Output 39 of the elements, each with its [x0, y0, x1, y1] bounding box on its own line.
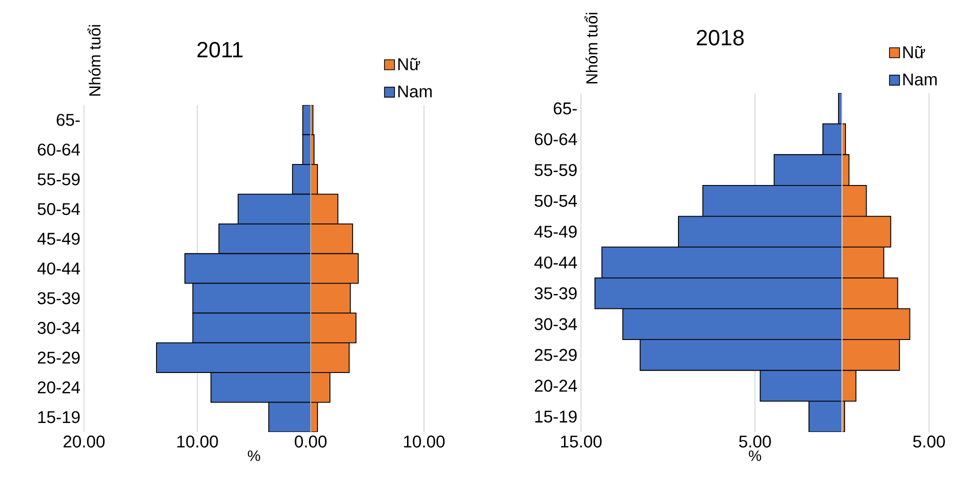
- y-tick-label: 60-64: [38, 144, 80, 156]
- x-tick-label: 15.00: [561, 436, 602, 448]
- y-tick-label: 15-19: [535, 410, 577, 423]
- x-tick-label: 0.00: [294, 436, 327, 448]
- y-tick-label: 25-29: [534, 348, 577, 361]
- y-tick-label: 15-19: [38, 411, 80, 424]
- y-tick-label: 50-54: [534, 194, 577, 207]
- legend-label: Nam: [398, 86, 432, 98]
- y-tick-label: 30-34: [534, 318, 577, 330]
- legend-label: Nữ: [398, 58, 420, 70]
- x-axis-title: %: [748, 450, 762, 461]
- y-tick-label: 65-: [554, 102, 577, 114]
- y-tick-label: 30-34: [38, 322, 80, 334]
- x-axis-title: %: [248, 450, 260, 461]
- y-tick-label: 55-59: [38, 173, 80, 186]
- y-tick-label: 25-29: [38, 352, 80, 364]
- y-tick-label: 20-24: [534, 380, 577, 392]
- y-tick-label: 50-54: [38, 203, 80, 216]
- x-tick-label: 20.00: [64, 436, 105, 448]
- y-tick-label: 20-24: [38, 381, 80, 394]
- x-tick-label: 5.00: [739, 436, 771, 448]
- chart-title: 2018: [696, 30, 744, 46]
- x-tick-label: 10.00: [177, 436, 218, 448]
- x-tick-label: 5.00: [913, 436, 945, 448]
- legend-label: Nam: [903, 74, 937, 86]
- y-tick-label: 35-39: [38, 292, 80, 304]
- y-tick-label: 65-: [56, 114, 80, 126]
- y-axis-title: Nhóm tuổi: [87, 25, 101, 96]
- chart-title: 2011: [197, 42, 243, 58]
- y-tick-label: 45-49: [534, 226, 577, 238]
- y-tick-label: 55-59: [534, 164, 577, 176]
- y-tick-label: 40-44: [37, 262, 80, 275]
- x-tick-label: 10.00: [404, 436, 445, 448]
- y-axis-title: Nhóm tuổi: [584, 12, 598, 84]
- y-tick-label: 35-39: [534, 287, 577, 300]
- y-tick-label: 60-64: [534, 133, 577, 146]
- legend-label: Nữ: [903, 46, 926, 58]
- y-tick-label: 40-44: [534, 256, 577, 269]
- y-tick-label: 45-49: [37, 232, 80, 245]
